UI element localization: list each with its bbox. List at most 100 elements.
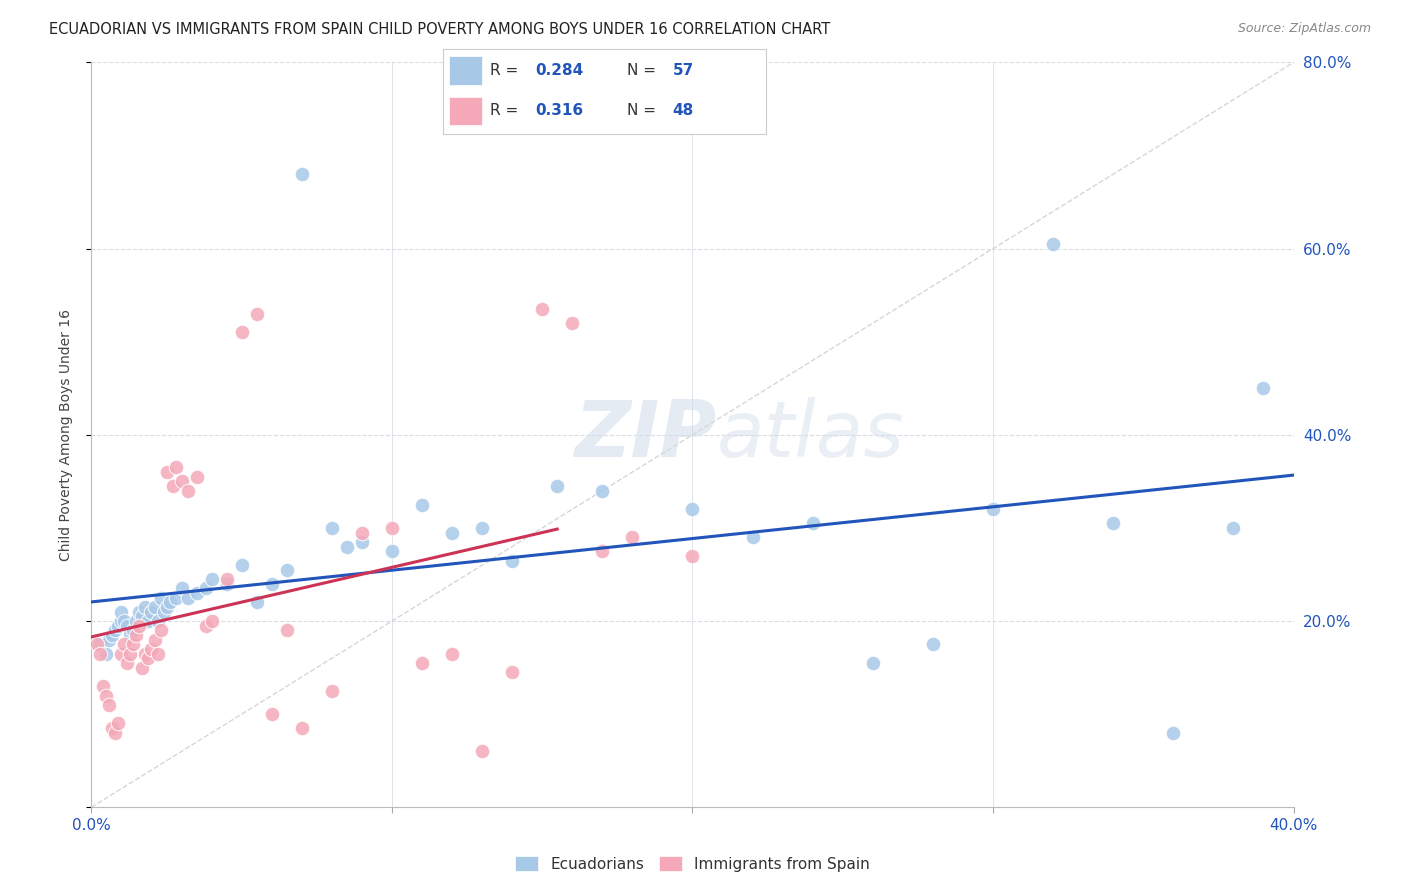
Point <box>381 521 404 535</box>
Text: N =: N = <box>627 62 657 78</box>
Point <box>96 647 118 661</box>
Point <box>143 600 166 615</box>
Point <box>440 647 463 661</box>
Point <box>591 544 613 558</box>
Point <box>981 502 1004 516</box>
Point <box>1102 516 1125 531</box>
Point <box>101 721 124 735</box>
Point <box>471 521 494 535</box>
Point <box>110 614 132 628</box>
Point <box>176 483 198 498</box>
Point <box>98 698 121 712</box>
Point <box>1222 521 1244 535</box>
Point <box>336 540 359 554</box>
Point <box>231 326 253 340</box>
Text: N =: N = <box>627 103 657 119</box>
Point <box>110 605 132 619</box>
Point <box>201 572 224 586</box>
Point <box>1253 381 1275 395</box>
Point <box>350 535 373 549</box>
Point <box>260 577 283 591</box>
Text: 0.316: 0.316 <box>536 103 583 119</box>
Point <box>681 502 703 516</box>
Bar <box>450 96 482 126</box>
Point <box>276 624 298 638</box>
Point <box>152 605 174 619</box>
Point <box>194 618 217 632</box>
Point <box>176 591 198 605</box>
Point <box>114 637 136 651</box>
Point <box>170 475 193 489</box>
Text: 57: 57 <box>672 62 693 78</box>
Text: ECUADORIAN VS IMMIGRANTS FROM SPAIN CHILD POVERTY AMONG BOYS UNDER 16 CORRELATIO: ECUADORIAN VS IMMIGRANTS FROM SPAIN CHIL… <box>49 22 831 37</box>
Point <box>621 530 644 544</box>
Point <box>165 460 187 475</box>
Y-axis label: Child Poverty Among Boys Under 16: Child Poverty Among Boys Under 16 <box>59 309 73 561</box>
Point <box>89 647 111 661</box>
Point <box>591 483 613 498</box>
Point <box>681 549 703 563</box>
Point <box>122 624 145 638</box>
Point <box>143 632 166 647</box>
Point <box>125 614 148 628</box>
Point <box>138 614 160 628</box>
Point <box>141 642 163 657</box>
Point <box>117 618 139 632</box>
Text: R =: R = <box>489 62 517 78</box>
Point <box>131 660 153 674</box>
Point <box>138 651 160 665</box>
Point <box>149 591 172 605</box>
Point <box>128 605 150 619</box>
Point <box>194 582 217 596</box>
Point <box>125 628 148 642</box>
Bar <box>450 56 482 85</box>
Point <box>110 647 132 661</box>
Point <box>98 632 121 647</box>
Point <box>276 563 298 577</box>
Point <box>120 628 142 642</box>
Point <box>741 530 763 544</box>
Point <box>104 726 127 740</box>
Point <box>134 600 156 615</box>
Legend: Ecuadorians, Immigrants from Spain: Ecuadorians, Immigrants from Spain <box>509 849 876 878</box>
Point <box>1042 237 1064 252</box>
Point <box>440 525 463 540</box>
Point <box>131 609 153 624</box>
Point <box>104 624 127 638</box>
Text: 48: 48 <box>672 103 693 119</box>
Point <box>141 605 163 619</box>
Point <box>89 637 111 651</box>
Point <box>114 614 136 628</box>
Point <box>862 656 884 670</box>
Point <box>246 307 269 321</box>
Point <box>146 647 169 661</box>
Point <box>107 716 129 731</box>
Text: R =: R = <box>489 103 517 119</box>
Text: atlas: atlas <box>717 397 904 473</box>
Point <box>215 572 238 586</box>
Point <box>170 582 193 596</box>
Point <box>96 689 118 703</box>
Point <box>122 637 145 651</box>
Point <box>86 637 108 651</box>
Point <box>215 577 238 591</box>
Point <box>134 647 156 661</box>
Point <box>93 679 115 693</box>
Point <box>101 628 124 642</box>
Point <box>501 553 523 567</box>
Point <box>128 618 150 632</box>
Point <box>117 656 139 670</box>
Point <box>260 707 283 722</box>
Point <box>291 721 314 735</box>
Point <box>321 521 343 535</box>
Text: ZIP: ZIP <box>574 397 717 473</box>
Point <box>801 516 824 531</box>
Point <box>291 167 314 181</box>
Point <box>155 465 177 479</box>
Point <box>411 498 433 512</box>
Point <box>107 618 129 632</box>
Point <box>120 647 142 661</box>
Point <box>471 744 494 758</box>
Point <box>165 591 187 605</box>
Point <box>561 316 583 330</box>
